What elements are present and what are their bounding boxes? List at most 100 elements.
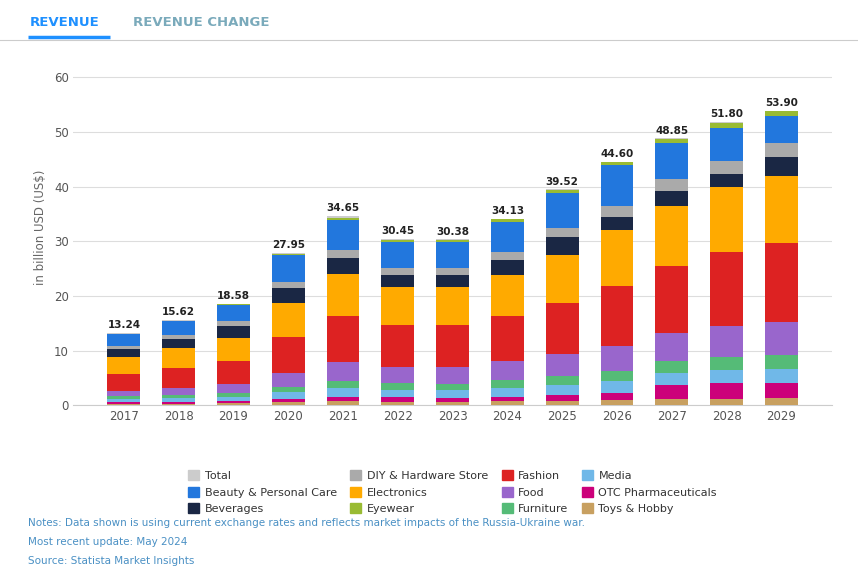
Bar — [381, 242, 414, 268]
Bar — [381, 367, 414, 384]
Bar — [656, 206, 688, 266]
Bar — [162, 320, 195, 321]
Bar — [107, 349, 141, 357]
Bar — [217, 304, 250, 305]
Text: 48.85: 48.85 — [656, 125, 688, 136]
Bar — [491, 259, 524, 275]
Bar — [710, 384, 743, 398]
Bar — [764, 116, 798, 143]
Bar — [546, 302, 578, 354]
Bar — [436, 275, 469, 287]
Text: Source: Statista Market Insights: Source: Statista Market Insights — [28, 555, 195, 565]
Bar — [327, 401, 360, 405]
Bar — [381, 287, 414, 325]
Text: 15.62: 15.62 — [162, 307, 195, 317]
Bar — [217, 321, 250, 325]
Bar — [162, 348, 195, 367]
Bar — [601, 400, 633, 405]
Bar — [491, 388, 524, 397]
Bar — [436, 325, 469, 367]
Bar — [217, 305, 250, 321]
Bar — [656, 266, 688, 332]
Bar — [217, 401, 250, 403]
Bar — [327, 220, 360, 250]
Bar — [601, 286, 633, 346]
Bar — [327, 274, 360, 316]
Bar — [107, 391, 141, 397]
Bar — [601, 393, 633, 400]
Bar — [764, 143, 798, 157]
Bar — [162, 388, 195, 395]
Bar — [381, 402, 414, 405]
Bar — [491, 219, 524, 221]
Bar — [491, 361, 524, 381]
Bar — [107, 346, 141, 349]
Text: 30.38: 30.38 — [436, 227, 469, 236]
Bar — [764, 243, 798, 322]
Bar — [436, 240, 469, 243]
Bar — [162, 395, 195, 398]
Bar — [217, 397, 250, 401]
Bar — [546, 189, 578, 190]
Bar — [272, 402, 305, 405]
Bar — [381, 275, 414, 287]
Bar — [327, 388, 360, 397]
Bar — [327, 381, 360, 388]
Bar — [107, 374, 141, 391]
Bar — [217, 384, 250, 393]
Bar — [710, 398, 743, 405]
Bar — [656, 361, 688, 373]
Bar — [436, 243, 469, 269]
Bar — [107, 357, 141, 374]
Bar — [546, 395, 578, 401]
Bar — [710, 370, 743, 384]
Y-axis label: in billion USD (US$): in billion USD (US$) — [34, 170, 47, 285]
Bar — [436, 269, 469, 275]
Text: 39.52: 39.52 — [546, 177, 578, 187]
Bar — [272, 399, 305, 402]
Bar — [656, 139, 688, 143]
Bar — [764, 355, 798, 369]
Bar — [491, 401, 524, 405]
Bar — [656, 385, 688, 399]
Bar — [764, 369, 798, 383]
Bar — [546, 255, 578, 302]
Bar — [381, 268, 414, 275]
Bar — [601, 230, 633, 286]
Bar — [436, 287, 469, 325]
Bar — [272, 255, 305, 282]
Bar — [272, 338, 305, 373]
Bar — [491, 381, 524, 388]
Bar — [217, 361, 250, 384]
Bar — [491, 252, 524, 259]
Bar — [381, 397, 414, 402]
Bar — [546, 401, 578, 405]
Bar — [107, 333, 141, 334]
Bar — [710, 358, 743, 370]
Bar — [764, 322, 798, 355]
Bar — [272, 392, 305, 399]
Bar — [217, 403, 250, 405]
Text: 13.24: 13.24 — [107, 320, 141, 330]
Bar — [381, 239, 414, 240]
Bar — [710, 123, 743, 128]
Bar — [436, 239, 469, 240]
Bar — [710, 122, 743, 123]
Bar — [272, 386, 305, 392]
Legend: Total, Beauty & Personal Care, Beverages, DIY & Hardware Store, Electronics, Eye: Total, Beauty & Personal Care, Beverages… — [184, 466, 722, 518]
Bar — [107, 404, 141, 405]
Bar — [162, 402, 195, 404]
Bar — [601, 371, 633, 381]
Bar — [162, 404, 195, 405]
Bar — [381, 325, 414, 367]
Bar — [436, 402, 469, 405]
Bar — [601, 381, 633, 393]
Bar — [656, 399, 688, 405]
Bar — [272, 254, 305, 255]
Text: 53.90: 53.90 — [764, 98, 798, 108]
Text: Notes: Data shown is using current exchange rates and reflects market impacts of: Notes: Data shown is using current excha… — [28, 518, 585, 528]
Text: 34.13: 34.13 — [491, 206, 524, 216]
Bar — [710, 162, 743, 174]
Bar — [272, 282, 305, 288]
Bar — [656, 332, 688, 361]
